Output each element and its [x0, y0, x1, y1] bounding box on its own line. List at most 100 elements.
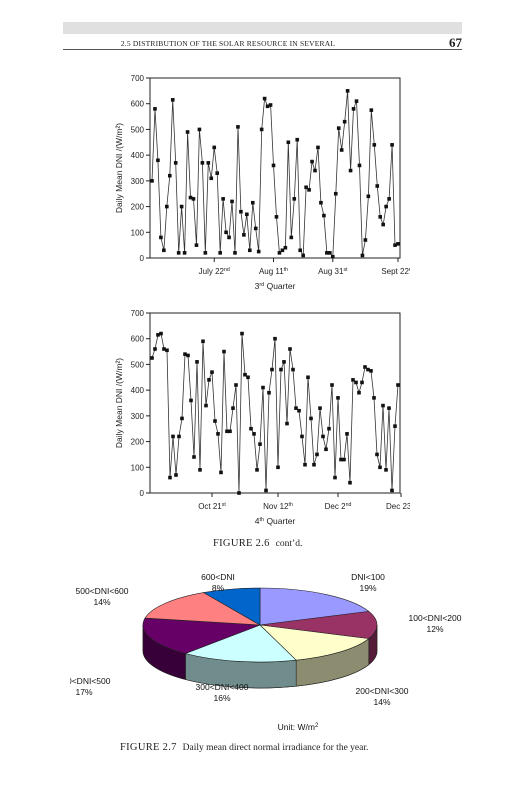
data-point	[156, 333, 160, 337]
y-tick-label: 0	[140, 489, 145, 498]
pie-slice-label: 400<DNI<500	[70, 676, 111, 686]
data-point	[375, 452, 379, 457]
data-point	[159, 331, 163, 336]
data-point	[318, 406, 322, 410]
data-point	[276, 465, 280, 470]
data-point	[336, 126, 341, 130]
data-point	[256, 249, 261, 254]
pie-slice	[184, 624, 297, 663]
data-point	[363, 365, 367, 369]
data-point	[312, 462, 316, 467]
data-point	[375, 184, 380, 188]
y-tick-label: 500	[131, 360, 145, 369]
data-point	[369, 369, 373, 373]
data-point	[277, 251, 282, 255]
data-point	[387, 406, 391, 410]
data-point	[224, 230, 228, 235]
data-point	[150, 179, 154, 183]
data-point	[288, 347, 292, 351]
x-tick-label: Nov 12th	[263, 502, 293, 511]
data-point	[259, 127, 264, 132]
x-tick-label: Oct 21st	[198, 502, 226, 511]
pie-slice-percent: 17%	[75, 687, 92, 697]
data-point	[322, 213, 326, 218]
data-point	[310, 159, 314, 164]
data-point	[393, 243, 397, 247]
pie-slice-percent: 19%	[359, 583, 376, 593]
data-point	[294, 406, 298, 410]
data-point	[289, 235, 294, 240]
data-point	[372, 143, 377, 147]
pie-slice	[259, 611, 378, 639]
data-point	[228, 429, 232, 434]
data-point	[303, 462, 307, 467]
data-point	[188, 195, 193, 200]
data-point	[218, 251, 222, 255]
data-point	[264, 488, 268, 493]
data-point	[192, 455, 196, 459]
data-point	[267, 390, 271, 395]
data-point	[270, 367, 274, 372]
pie-slice	[259, 587, 370, 626]
y-tick-label: 400	[131, 151, 145, 160]
data-point	[177, 434, 181, 439]
data-point	[153, 107, 157, 111]
figure-caption-text: Daily mean direct normal irradiance for …	[182, 743, 369, 753]
data-point	[321, 434, 325, 439]
data-point	[183, 352, 187, 356]
y-tick-label: 600	[131, 335, 145, 344]
figure-label: FIGURE 2.7	[120, 742, 177, 753]
data-point	[227, 235, 231, 240]
data-point	[360, 253, 365, 258]
data-point	[381, 222, 385, 227]
data-point	[173, 161, 178, 165]
dni-4th-quarter-chart: 0 100 200 300 400 500 600 700 Oct 21st Nov 12th De…	[114, 309, 410, 526]
data-point	[298, 248, 302, 253]
x-tick-label: Sept 22nd	[381, 267, 410, 276]
data-point	[360, 380, 364, 385]
data-point	[225, 429, 229, 434]
data-point	[233, 251, 237, 255]
data-point	[268, 103, 273, 107]
y-tick-label: 700	[131, 74, 145, 83]
data-point	[304, 185, 308, 190]
data-point	[274, 215, 279, 219]
data-point	[215, 171, 220, 175]
data-point	[309, 416, 313, 421]
data-point	[271, 163, 276, 168]
data-point	[150, 356, 154, 360]
y-tick-label: 400	[131, 386, 145, 395]
data-point	[197, 127, 202, 132]
data-point	[189, 398, 193, 403]
data-point	[384, 204, 388, 209]
data-point	[342, 457, 346, 462]
data-point	[351, 107, 356, 111]
data-point	[258, 442, 262, 446]
data-point	[286, 140, 291, 145]
data-point	[253, 226, 258, 231]
y-tick-label: 200	[131, 438, 145, 447]
data-point	[313, 168, 317, 173]
dni-3rd-quarter-chart: 0 100 200 300 400 500 600 700 July 22nd Aug 11th A…	[114, 74, 410, 291]
data-point	[216, 432, 220, 436]
data-point	[339, 148, 344, 152]
y-tick-label: 700	[131, 309, 145, 318]
data-point	[246, 375, 250, 380]
data-point	[396, 242, 400, 246]
data-point	[242, 233, 246, 237]
figure-label: FIGURE 2.6	[213, 538, 270, 549]
data-point	[261, 385, 265, 390]
data-point	[185, 130, 190, 134]
header-rule	[63, 49, 462, 50]
plot-frame	[149, 77, 401, 259]
data-point	[316, 145, 320, 150]
pie-slice-label: 500<DNI<600	[76, 586, 129, 596]
data-point	[222, 349, 226, 354]
data-point	[159, 235, 163, 240]
data-point	[396, 383, 400, 387]
data-point	[295, 137, 300, 142]
y-tick-label: 200	[131, 203, 145, 212]
pie-slice-label: DNI<100	[351, 572, 385, 582]
data-point	[279, 367, 283, 372]
